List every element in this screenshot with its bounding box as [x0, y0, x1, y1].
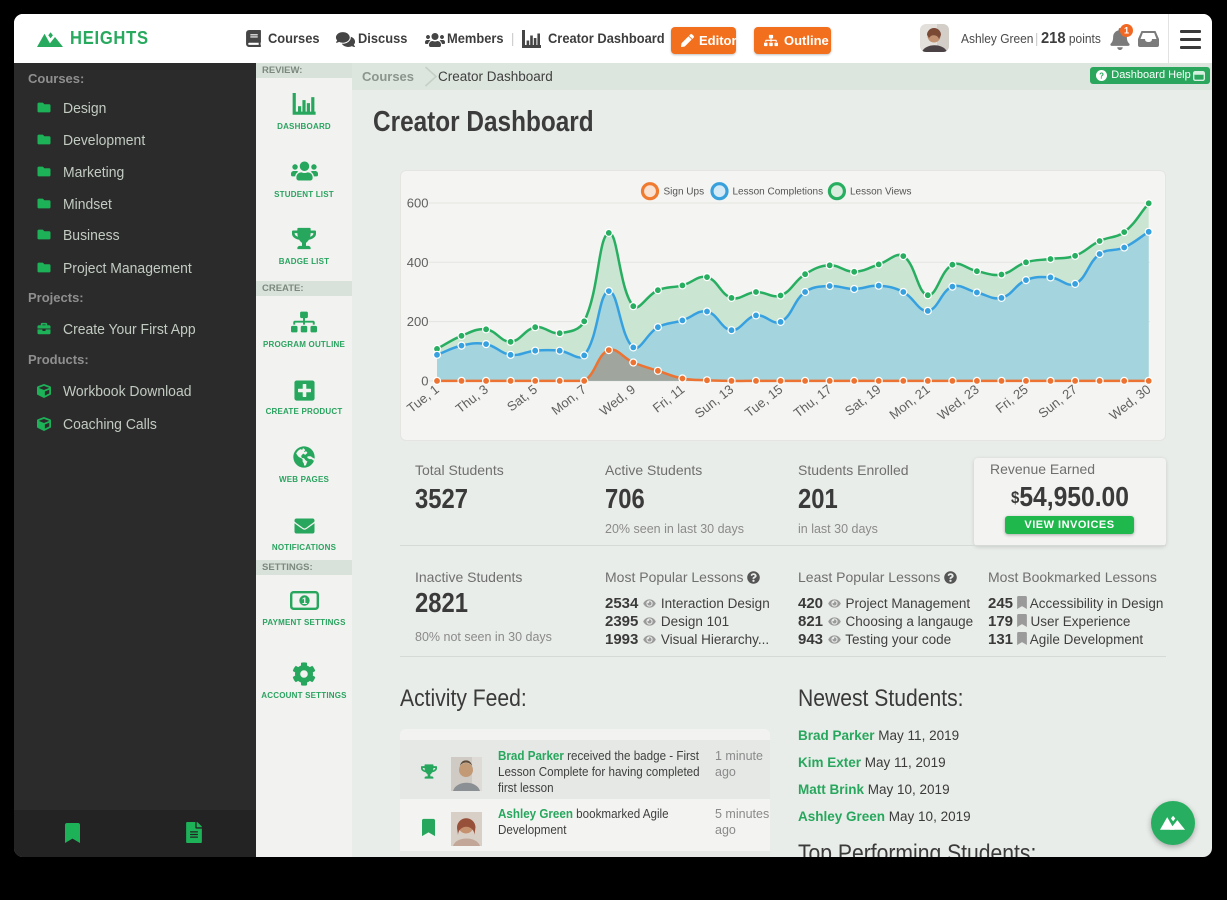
- svg-text:1: 1: [1124, 26, 1129, 36]
- svg-text:600: 600: [407, 196, 429, 211]
- svg-text:Sign Ups: Sign Ups: [664, 187, 705, 198]
- svg-text:1: 1: [301, 596, 307, 607]
- svg-text:Thu, 17: Thu, 17: [791, 382, 835, 421]
- svg-text:Mon, 7: Mon, 7: [548, 382, 589, 418]
- svg-text:200: 200: [407, 314, 429, 329]
- svg-text:?: ?: [1099, 71, 1104, 80]
- svg-text:Sat, 19: Sat, 19: [842, 382, 884, 419]
- svg-text:Tue, 15: Tue, 15: [742, 382, 786, 421]
- svg-text:Fri, 25: Fri, 25: [993, 382, 1031, 417]
- svg-text:400: 400: [407, 255, 429, 270]
- svg-text:Wed, 9: Wed, 9: [597, 382, 639, 419]
- svg-text:Sun, 13: Sun, 13: [692, 382, 737, 421]
- svg-text:Wed, 30: Wed, 30: [1106, 382, 1153, 423]
- svg-text:Sat, 5: Sat, 5: [504, 382, 540, 415]
- svg-text:Lesson Views: Lesson Views: [850, 187, 912, 198]
- svg-text:Fri, 11: Fri, 11: [650, 382, 688, 416]
- svg-text:Thu, 3: Thu, 3: [453, 382, 491, 417]
- svg-text:Sun, 27: Sun, 27: [1035, 382, 1080, 421]
- svg-text:0: 0: [421, 373, 428, 388]
- svg-text:Mon, 21: Mon, 21: [886, 382, 932, 423]
- svg-text:Lesson Completions: Lesson Completions: [733, 187, 824, 198]
- svg-text:Wed, 23: Wed, 23: [935, 382, 982, 423]
